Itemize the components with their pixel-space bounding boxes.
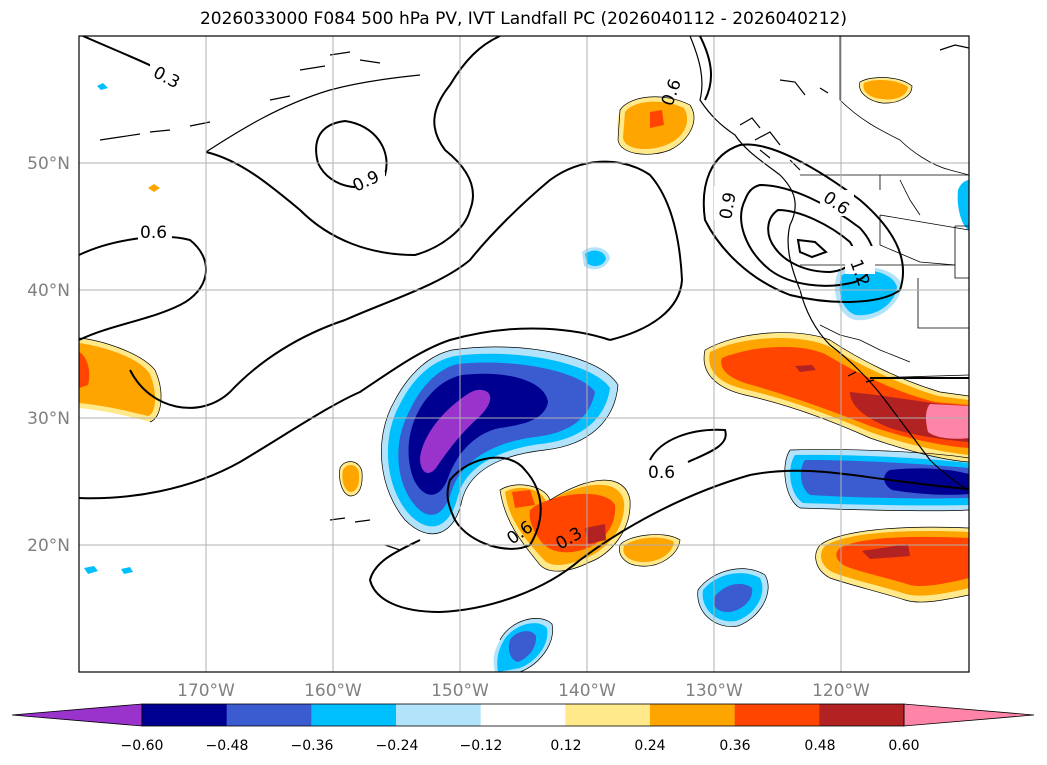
colorbar-swatch [734,704,820,726]
lon-label: 140°W [558,681,616,701]
contour-label: 0.9 [716,191,740,221]
colorbar-tick-label: −0.36 [291,738,334,754]
colorbar-tick-label: −0.48 [206,738,249,754]
contour-label: 0.6 [648,463,675,483]
negative-anomaly-fill [84,83,969,672]
colorbar-swatch [142,704,228,726]
map-panel: 0.3 0.9 0.6 0.9 0.6 1.2 0.6 0.6 0.3 0.6 [79,36,969,672]
political-borders [800,36,969,379]
map-title: 2026033000 F084 500 hPa PV, IVT Landfall… [199,9,847,29]
contour-label: 0.6 [140,223,167,243]
lon-label: 150°W [431,681,489,701]
colorbar-tick-label: 0.36 [719,738,750,754]
lat-label: 40°N [27,281,70,301]
colorbar-swatch [311,704,397,726]
latitude-labels: 50°N 40°N 30°N 20°N [27,154,70,556]
longitude-labels: 170°W 160°W 150°W 140°W 130°W 120°W [177,681,870,701]
lat-label: 50°N [27,154,70,174]
colorbar-swatch [819,704,905,726]
colorbar-tick-label: 0.24 [634,738,665,754]
lon-label: 120°W [812,681,870,701]
colorbar-extend-low [11,703,143,727]
colorbar-swatches [11,703,1035,727]
lon-label: 130°W [685,681,743,701]
colorbar-swatch [480,704,566,726]
colorbar-tick-label: 0.48 [804,738,835,754]
colorbar-swatch [396,704,482,726]
gridlines [79,36,969,672]
colorbar-tick-label: 0.60 [888,738,919,754]
colorbar-extend-high [903,703,1035,727]
lon-label: 170°W [177,681,235,701]
colorbar-tick-label: −0.12 [460,738,503,754]
colorbar-ticks: −0.60 −0.48 −0.36 −0.24 −0.12 0.12 0.24 … [121,738,920,754]
lon-label: 160°W [304,681,362,701]
colorbar-swatch [226,704,312,726]
anomaly-outlines [79,77,969,672]
map-frame [78,35,970,673]
colorbar: −0.60 −0.48 −0.36 −0.24 −0.12 0.12 0.24 … [11,703,1035,754]
colorbar-tick-label: 0.12 [550,738,581,754]
lat-label: 20°N [27,536,70,556]
lat-label: 30°N [27,409,70,429]
colorbar-tick-label: −0.60 [121,738,164,754]
colorbar-swatch [650,704,736,726]
colorbar-frame [141,703,905,727]
colorbar-swatch [565,704,651,726]
colorbar-tick-label: −0.24 [376,738,419,754]
